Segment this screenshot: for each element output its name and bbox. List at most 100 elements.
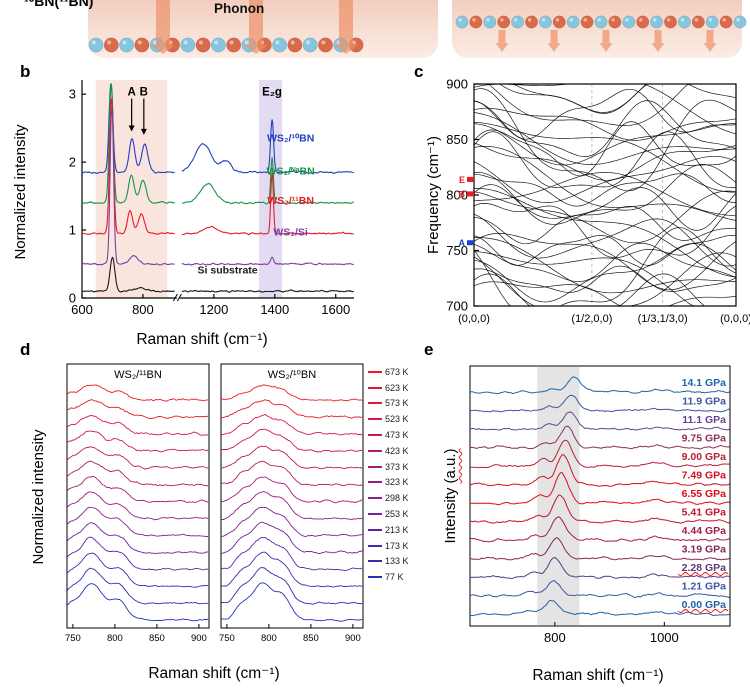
phonon-band	[473, 131, 737, 188]
panel-e-ylabel: Intensity (a.u.)	[442, 366, 459, 626]
legend-swatch	[368, 481, 382, 484]
legend-item: 473 K	[368, 427, 409, 443]
legend-label: 213 K	[385, 524, 409, 535]
atom	[733, 15, 747, 29]
annotation-label: A	[127, 87, 135, 99]
pressure-label: 0.00 GPa	[682, 599, 727, 611]
phonon-arrow-icon	[599, 30, 613, 52]
atom-highlight	[275, 40, 280, 45]
pressure-label: 7.49 GPa	[682, 470, 727, 482]
phonon-band	[474, 83, 736, 113]
atom	[580, 15, 594, 29]
atom-highlight	[91, 40, 96, 45]
legend-item: 523 K	[368, 411, 409, 427]
atom	[552, 15, 566, 29]
spectrum-line	[220, 506, 363, 537]
panel-c-chart: 700 750 800 850 900 (0,0,0) (1/2,0,0) (1/3,1/3,…	[446, 77, 750, 326]
atom-highlight	[680, 18, 685, 22]
atom	[497, 15, 511, 29]
legend-item: 623 K	[368, 380, 409, 396]
atom	[226, 37, 242, 53]
legend-item: 323 K	[368, 475, 409, 491]
y-tick-label: 750	[446, 243, 468, 258]
legend-swatch	[368, 544, 382, 547]
spectrum-line	[66, 430, 209, 453]
y-tick-label: 2	[69, 155, 76, 170]
legend-item: 673 K	[368, 364, 409, 380]
spectrum-line	[469, 557, 730, 580]
legend-swatch	[368, 465, 382, 468]
legend-swatch	[368, 402, 382, 405]
temperature-legend: 673 K 623 K 573 K 523 K 473 K 423 K 373 K 323 K…	[368, 364, 409, 585]
panel-e-ylabel-text: Intensity	[442, 483, 459, 544]
atom-highlight	[694, 18, 699, 22]
spectrum-line	[82, 106, 175, 266]
spectrum-line	[469, 394, 730, 413]
pressure-label: 5.41 GPa	[682, 507, 727, 519]
atom-highlight	[500, 18, 504, 22]
atom-highlight	[321, 40, 326, 45]
pressure-label: 2.28 GPa	[682, 562, 727, 574]
atom-highlight	[541, 18, 546, 22]
atom	[483, 15, 497, 29]
phonon-arrow-icon	[547, 30, 561, 52]
legend-item: 133 K	[368, 554, 409, 570]
legend-label: 133 K	[385, 556, 409, 567]
atom	[119, 37, 135, 53]
spectrum-line	[66, 414, 209, 436]
phonon-arrow-icon	[651, 30, 665, 52]
spectrum-line	[66, 552, 209, 588]
y-tick-label: 1	[69, 223, 76, 238]
panel-e-ylabel-units: (a.u.)	[442, 448, 459, 484]
atom-highlight	[137, 40, 142, 45]
spectrum-line	[220, 460, 363, 487]
spectrum-line	[220, 476, 363, 504]
panel-d-chart-11bn: WS₂/¹¹BN 750 800 850 900	[65, 363, 210, 644]
phonon-band	[473, 184, 737, 231]
x-path-label: (0,0,0)	[720, 313, 750, 325]
panel-d-ylabel: Normalized intensity	[30, 429, 47, 565]
legend-swatch	[368, 513, 382, 516]
phonon-band	[473, 273, 736, 307]
phonon-band	[473, 213, 737, 267]
legend-item: 373 K	[368, 459, 409, 475]
atom	[594, 15, 608, 29]
spectrum-line	[66, 460, 209, 487]
x-tick-label: 800	[261, 633, 277, 644]
legend-label: 253 K	[385, 509, 409, 520]
legend-label: 323 K	[385, 477, 409, 488]
phonon-band	[473, 142, 737, 181]
mode-marker-label: B	[459, 189, 466, 199]
phonon-arrow-icon	[334, 0, 358, 54]
spectrum-line	[181, 172, 354, 236]
legend-swatch	[368, 434, 382, 437]
series-label: WS₂/Si	[273, 226, 308, 238]
legend-item: 173 K	[368, 538, 409, 554]
spectrum-line	[220, 399, 363, 419]
phonon-band	[473, 88, 737, 192]
annotation-arrowhead	[140, 128, 147, 135]
spectrum-line	[66, 384, 209, 402]
legend-item: 77 K	[368, 569, 409, 585]
phonon-band	[474, 83, 737, 114]
atom-highlight	[625, 18, 629, 22]
atom	[511, 15, 525, 29]
y-tick-label: 0	[69, 291, 76, 306]
atom	[525, 15, 538, 29]
legend-item: 213 K	[368, 522, 409, 538]
atom	[650, 15, 664, 29]
panel-e-chart: 14.1 GPa 11.9 GPa 11.1 GPa 9.75 GPa 9.00 GPa…	[469, 365, 731, 645]
legend-label: 77 K	[385, 572, 404, 583]
legend-label: 373 K	[385, 461, 409, 472]
phonon-band	[473, 235, 737, 266]
atom	[469, 15, 483, 29]
series-label: WS₂/¹¹BN	[267, 195, 314, 207]
annotation-label: E₂g	[262, 87, 282, 99]
atom-highlight	[198, 40, 203, 45]
y-tick-label: 700	[446, 299, 468, 314]
atom-highlight	[306, 40, 311, 45]
spectrum-line	[469, 599, 730, 617]
panel-b-chart: 0 1 2 3 600 800 1200 1400 1600 WS₂/¹⁰BN WS₂/ᴺᵃBN WS…	[69, 80, 355, 317]
atom	[677, 15, 691, 29]
squiggle-underline	[677, 572, 729, 576]
